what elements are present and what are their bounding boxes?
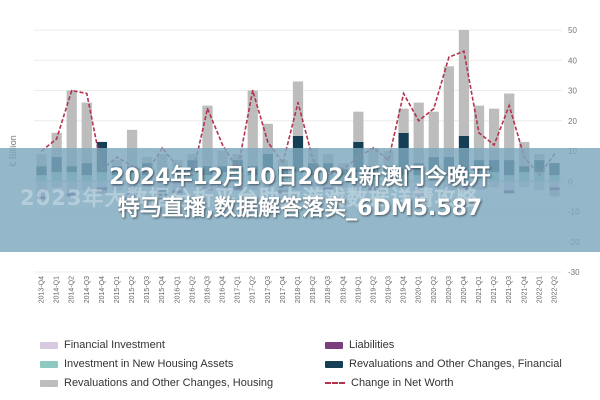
- x-tick-label: 2015-Q2: [129, 276, 136, 303]
- x-tick-label: 2018-Q2: [310, 276, 317, 303]
- net-worth-point: [493, 144, 495, 146]
- x-tick-label: 2019-Q1: [355, 276, 362, 303]
- net-worth-point: [55, 138, 58, 140]
- banner-watermark-text: 2023年大数据分析平台助力游戏数据详情攻略: [20, 186, 479, 210]
- overlay-banner: [0, 148, 600, 252]
- legend-label: Revaluations and Other Changes, Housing: [64, 377, 274, 389]
- legend-swatch-reval-housing: [40, 379, 58, 387]
- legend-swatch-financial-investment: [40, 341, 58, 349]
- bar-revaluations-and-other-changes-housing: [443, 66, 454, 158]
- bar-revaluations-and-other-changes-housing: [292, 81, 304, 136]
- y-tick-label: -30: [568, 268, 580, 277]
- bar-revaluations-and-other-changes-housing: [202, 105, 213, 167]
- x-tick-label: 2016-Q3: [204, 276, 211, 303]
- legend-item-liabilities: Liabilities: [325, 336, 394, 354]
- y-tick-label: 40: [568, 56, 577, 65]
- bar-revaluations-and-other-changes-housing: [458, 30, 470, 136]
- x-tick-label: 2020-Q4: [461, 276, 468, 303]
- banner-title-line-2: 特马直播,数据解答落实_6DM5.587: [117, 196, 483, 221]
- x-tick-label: 2016-Q2: [189, 276, 196, 303]
- legend-label: Liabilities: [349, 339, 395, 351]
- legend-swatch-net-worth: [325, 382, 345, 385]
- net-worth-point: [402, 92, 405, 95]
- bar-revaluations-and-other-changes-housing: [413, 102, 424, 164]
- net-worth-point: [508, 104, 511, 107]
- x-tick-label: 2016-Q1: [174, 276, 181, 303]
- x-tick-label: 2017-Q1: [235, 276, 242, 303]
- net-worth-point: [251, 89, 254, 92]
- net-worth-point: [463, 50, 465, 52]
- legend-swatch-new-housing: [40, 360, 58, 368]
- net-worth-point: [448, 56, 450, 59]
- x-tick-label: 2017-Q3: [265, 276, 272, 303]
- net-worth-point: [206, 107, 209, 110]
- x-tick-label: 2015-Q1: [114, 276, 121, 303]
- legend-item-new-housing: Investment in New Housing Assets: [40, 355, 233, 373]
- legend-label: Change in Net Worth: [351, 377, 454, 389]
- chart-legend: Financial Investment Liabilities Investm…: [40, 336, 580, 394]
- net-worth-point: [267, 141, 269, 143]
- legend-swatch-liabilities: [325, 341, 343, 349]
- net-worth-point: [478, 132, 480, 134]
- bar-revaluations-and-other-changes-housing: [247, 90, 258, 167]
- x-tick-label: 2018-Q1: [295, 276, 302, 303]
- net-worth-point: [432, 107, 435, 110]
- y-tick-label: 20: [568, 117, 577, 126]
- x-tick-label: 2013-Q4: [39, 276, 46, 303]
- x-tick-label: 2021-Q1: [476, 276, 483, 303]
- x-tick-label: 2020-Q3: [446, 276, 453, 303]
- net-worth-point: [417, 119, 420, 122]
- x-tick-label: 2014-Q2: [69, 276, 76, 303]
- x-tick-label: 2016-Q4: [220, 276, 227, 303]
- legend-item-financial-investment: Financial Investment: [40, 336, 165, 354]
- legend-item-reval-financial: Revaluations and Other Changes, Financia…: [325, 355, 562, 373]
- legend-item-reval-housing: Revaluations and Other Changes, Housing: [40, 374, 273, 392]
- legend-swatch-reval-financial: [325, 360, 343, 368]
- net-worth-point: [70, 89, 73, 92]
- x-tick-label: 2021-Q3: [506, 276, 513, 303]
- net-worth-point: [297, 101, 299, 104]
- legend-item-net-worth: Change in Net Worth: [325, 374, 454, 392]
- y-tick-label: 50: [568, 26, 577, 35]
- bar-revaluations-and-other-changes-housing: [81, 102, 92, 164]
- x-tick-label: 2014-Q4: [99, 276, 106, 303]
- x-tick-label: 2022-Q1: [536, 276, 543, 303]
- y-tick-label: 30: [568, 87, 577, 96]
- net-worth-point: [86, 92, 88, 95]
- x-tick-label: 2021-Q2: [491, 276, 498, 303]
- x-tick-label: 2020-Q1: [416, 276, 423, 303]
- bar-revaluations-and-other-changes-housing: [66, 90, 77, 167]
- x-tick-label: 2018-Q4: [340, 276, 347, 303]
- x-tick-label: 2017-Q2: [250, 276, 257, 303]
- x-tick-label: 2021-Q4: [521, 276, 528, 303]
- bar-revaluations-and-other-changes-housing: [398, 108, 409, 133]
- banner-title-line-1: 2024年12月10日2024新澳门今晚开: [109, 165, 491, 190]
- legend-label: Financial Investment: [64, 339, 165, 351]
- x-tick-label: 2014-Q3: [84, 276, 91, 303]
- legend-label: Revaluations and Other Changes, Financia…: [349, 358, 562, 370]
- x-tick-label: 2015-Q4: [159, 276, 166, 303]
- bar-revaluations-and-other-changes-housing: [504, 93, 515, 161]
- x-tick-label: 2015-Q3: [144, 276, 151, 303]
- bar-revaluations-and-other-changes-housing: [51, 132, 62, 158]
- x-tick-label: 2019-Q2: [370, 276, 377, 303]
- bar-revaluations-and-other-changes-housing: [353, 111, 364, 142]
- x-tick-label: 2019-Q3: [386, 276, 393, 303]
- bar-revaluations-and-other-changes-housing: [126, 129, 138, 167]
- bar-revaluations-and-other-changes-housing: [428, 111, 439, 158]
- x-tick-label: 2022-Q2: [551, 276, 558, 303]
- x-tick-label: 2018-Q3: [325, 276, 332, 303]
- net-worth-point: [221, 144, 224, 146]
- x-tick-label: 2014-Q1: [54, 276, 61, 303]
- bar-revaluations-and-other-changes-housing: [488, 108, 500, 161]
- banner-title: 2024年12月10日2024新澳门今晚开 特马直播,数据解答落实_6DM5.5…: [0, 162, 600, 224]
- x-tick-label: 2019-Q4: [401, 276, 408, 303]
- x-tick-label: 2020-Q2: [431, 276, 438, 303]
- x-tick-label: 2017-Q4: [280, 276, 287, 303]
- legend-label: Investment in New Housing Assets: [64, 358, 234, 370]
- bar-revaluations-and-other-changes-housing: [262, 123, 273, 155]
